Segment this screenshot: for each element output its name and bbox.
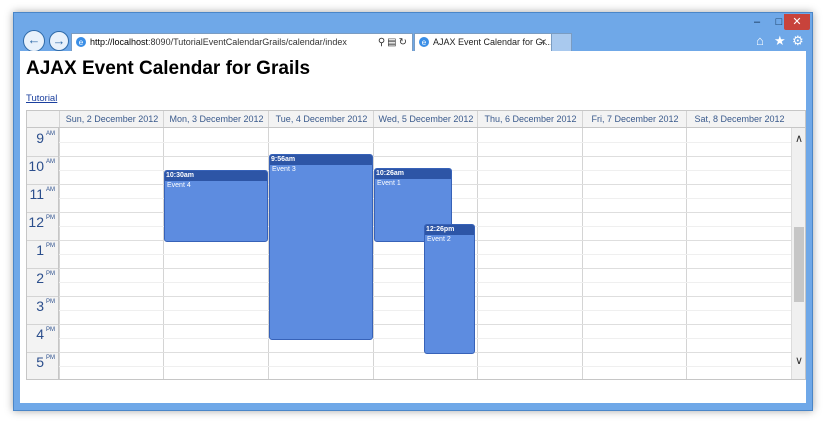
- address-host: http://localhost: [90, 37, 149, 47]
- hour-label: 5 PM: [27, 352, 58, 379]
- tab-active[interactable]: e AJAX Event Calendar for Gr... ✕: [414, 33, 553, 51]
- hour-ampm: PM: [46, 327, 55, 333]
- event-title: Event 2: [427, 236, 451, 244]
- ie-icon: e: [419, 37, 429, 47]
- hour-label: 3 PM: [27, 296, 58, 325]
- day-header[interactable]: Sun, 2 December 2012: [59, 111, 164, 127]
- day-header[interactable]: Mon, 3 December 2012: [163, 111, 269, 127]
- hour-number: 10: [28, 158, 44, 174]
- page-title: AJAX Event Calendar for Grails: [26, 58, 311, 79]
- ie-icon: e: [76, 37, 86, 47]
- event-time: 10:30am: [165, 171, 267, 181]
- hour-number: 12: [28, 214, 44, 230]
- day-column[interactable]: [373, 128, 478, 379]
- half-hour-gridline: [59, 366, 791, 367]
- hour-ampm: PM: [46, 355, 55, 361]
- calendar-event[interactable]: 9:56am Event 3: [269, 154, 373, 340]
- day-column[interactable]: [163, 128, 269, 379]
- tab-label: AJAX Event Calendar for Gr...: [433, 37, 553, 47]
- hour-label: 12 PM: [27, 212, 58, 241]
- refresh-icon[interactable]: ↻: [398, 37, 409, 48]
- hour-ampm: PM: [46, 271, 55, 277]
- gear-icon[interactable]: ⚙: [792, 33, 804, 48]
- day-column[interactable]: [59, 128, 164, 379]
- svg-text:e: e: [79, 38, 84, 47]
- day-column[interactable]: [477, 128, 583, 379]
- address-path: :8090/TutorialEventCalendarGrails/calend…: [148, 37, 347, 47]
- calendar-header: Sun, 2 December 2012 Mon, 3 December 2012…: [27, 111, 805, 128]
- tutorial-link[interactable]: Tutorial: [26, 93, 58, 104]
- hour-number: 4: [36, 326, 44, 342]
- scroll-down-icon[interactable]: ∨: [794, 355, 804, 367]
- hour-number: 1: [36, 242, 44, 258]
- day-column[interactable]: [268, 128, 374, 379]
- hour-number: 5: [36, 354, 44, 370]
- hour-label: 2 PM: [27, 268, 58, 297]
- hour-number: 9: [36, 130, 44, 146]
- browser-window: – □ ✕ ← → e http://localhost:8090/Tutori…: [13, 12, 813, 411]
- hour-ampm: AM: [46, 131, 55, 137]
- day-header[interactable]: Sat, 8 December 2012: [686, 111, 792, 127]
- hour-number: 11: [29, 186, 44, 202]
- day-column[interactable]: [582, 128, 687, 379]
- new-tab-button[interactable]: [551, 33, 572, 51]
- day-header[interactable]: Thu, 6 December 2012: [477, 111, 583, 127]
- compat-view-icon[interactable]: ▤: [387, 37, 399, 48]
- search-icon[interactable]: ⚲: [377, 37, 388, 48]
- page-content: AJAX Event Calendar for Grails Tutorial …: [20, 51, 806, 403]
- address-bar[interactable]: e http://localhost:8090/TutorialEventCal…: [71, 33, 413, 52]
- hour-ampm: PM: [46, 299, 55, 305]
- hour-label: 4 PM: [27, 324, 58, 353]
- hour-ampm: PM: [46, 215, 55, 221]
- day-header[interactable]: Tue, 4 December 2012: [268, 111, 374, 127]
- hour-label: 1 PM: [27, 240, 58, 269]
- hour-label: 9 AM: [27, 128, 58, 157]
- event-title: Event 1: [377, 180, 401, 188]
- event-time: 10:26am: [375, 169, 451, 180]
- hour-number: 3: [36, 298, 44, 314]
- hour-ampm: AM: [46, 187, 55, 193]
- event-time: 12:26pm: [425, 225, 474, 236]
- hour-gridline: [59, 156, 791, 157]
- tab-close-icon[interactable]: ✕: [539, 37, 547, 47]
- home-icon[interactable]: ⌂: [756, 33, 764, 48]
- event-title: Event 4: [167, 182, 191, 189]
- day-column[interactable]: [686, 128, 792, 379]
- scroll-up-icon[interactable]: ∧: [794, 133, 804, 145]
- scroll-thumb[interactable]: [794, 227, 804, 302]
- svg-text:e: e: [422, 38, 427, 47]
- calendar-event[interactable]: 10:30am Event 4: [164, 170, 268, 242]
- half-hour-gridline: [59, 142, 791, 143]
- hour-ampm: AM: [46, 159, 55, 165]
- hour-label: 10 AM: [27, 156, 58, 185]
- calendar-event[interactable]: 12:26pm Event 2: [424, 224, 475, 354]
- hour-column: 9 AM 10 AM 11 AM 12 PM 1 PM 2 PM 3 PM 4 PM 5 PM: [27, 128, 59, 379]
- day-header[interactable]: Wed, 5 December 2012: [373, 111, 478, 127]
- favorites-star-icon[interactable]: ★: [774, 33, 786, 48]
- back-icon[interactable]: ←: [23, 30, 45, 52]
- calendar: Sun, 2 December 2012 Mon, 3 December 2012…: [26, 110, 806, 380]
- header-corner: [27, 111, 58, 127]
- close-button[interactable]: ✕: [784, 14, 810, 30]
- calendar-body[interactable]: 9 AM 10 AM 11 AM 12 PM 1 PM 2 PM 3 PM 4 PM 5 PM 10:30am Ev…: [27, 128, 791, 379]
- event-title: Event 3: [272, 166, 296, 174]
- hour-label: 11 AM: [27, 184, 58, 213]
- address-url: http://localhost:8090/TutorialEventCalen…: [90, 34, 347, 51]
- minimize-button[interactable]: –: [753, 16, 761, 28]
- forward-icon[interactable]: →: [49, 31, 69, 51]
- maximize-button[interactable]: □: [775, 16, 783, 28]
- hour-ampm: PM: [46, 243, 55, 249]
- scrollbar[interactable]: ∧ ∨: [791, 128, 805, 379]
- event-time: 9:56am: [270, 155, 372, 166]
- day-header[interactable]: Fri, 7 December 2012: [582, 111, 687, 127]
- hour-number: 2: [36, 270, 44, 286]
